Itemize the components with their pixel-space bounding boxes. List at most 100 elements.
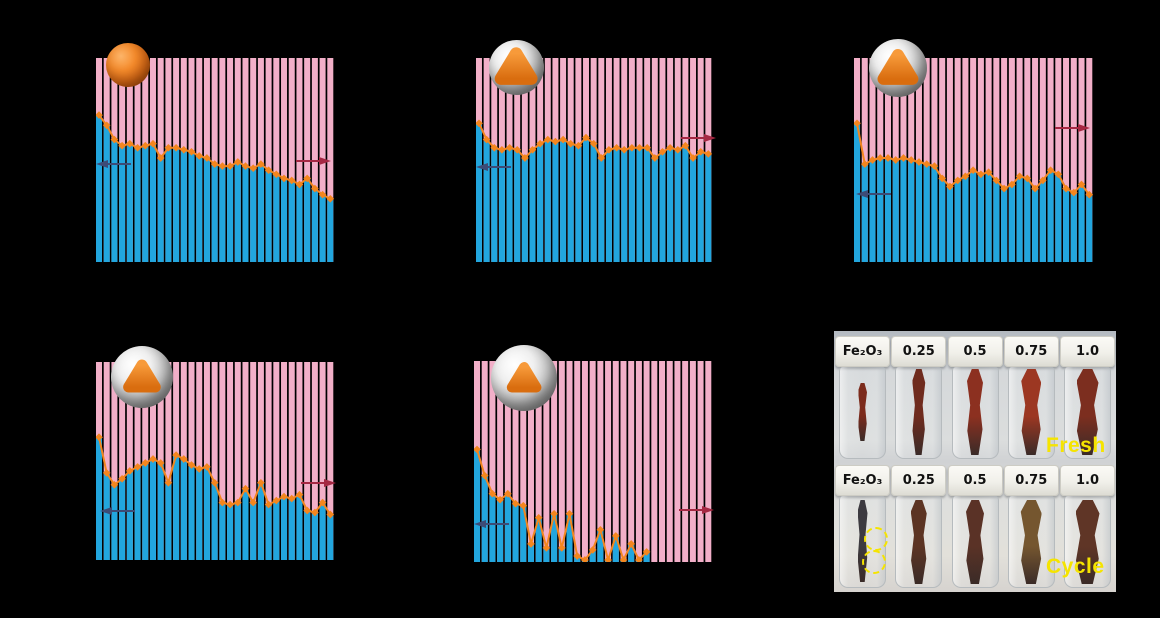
capacity-bar	[598, 157, 605, 262]
capacity-bar	[497, 499, 504, 562]
capacity-bar	[257, 482, 264, 560]
capacity-bar	[311, 512, 318, 560]
vial-cap: 0.25	[891, 336, 947, 367]
capacity-bar	[908, 160, 915, 262]
capacity-bar	[489, 493, 496, 562]
efficiency-bar	[165, 362, 172, 560]
capacity-bar	[931, 166, 938, 262]
capacity-bar	[203, 157, 210, 262]
right-axis-arrow-icon	[679, 506, 714, 514]
vial-cap: 1.0	[1060, 465, 1115, 496]
capacity-bar	[877, 157, 884, 262]
diamond-marker	[187, 461, 196, 469]
capacity-bar	[651, 157, 658, 262]
diamond-marker	[326, 510, 335, 519]
capacity-bar	[915, 162, 922, 262]
diamond-marker	[96, 111, 103, 119]
orange-core-icon	[495, 47, 538, 86]
efficiency-bar	[520, 361, 527, 562]
diamond-marker	[582, 133, 590, 142]
vial: 1.0	[1060, 465, 1115, 592]
efficiency-bar	[242, 58, 249, 262]
vial: 0.5	[947, 336, 1003, 464]
capacity-bar	[1008, 184, 1015, 262]
capacity-bar	[529, 149, 536, 262]
efficiency-bar	[1024, 58, 1031, 262]
capacity-bar	[265, 504, 272, 560]
efficiency-bar	[1055, 58, 1062, 262]
efficiency-bar	[103, 362, 110, 560]
efficiency-bar	[512, 361, 519, 562]
efficiency-bar	[581, 361, 588, 562]
left-axis-arrow-icon	[96, 160, 131, 168]
capacity-bar	[327, 514, 334, 560]
vial-cap: 1.0	[1060, 336, 1115, 367]
efficiency-bar	[1016, 58, 1023, 262]
efficiency-bar	[620, 361, 627, 562]
vial-body	[839, 367, 886, 459]
solid-sphere-icon	[106, 43, 150, 87]
capacity-bar	[311, 188, 318, 262]
right-axis-arrow-icon	[301, 479, 336, 487]
capacity-bar	[682, 145, 689, 262]
efficiency-bar	[111, 362, 118, 560]
diamond-marker	[295, 490, 304, 499]
capacity-bar	[613, 147, 620, 262]
diamond-marker	[272, 496, 281, 505]
capacity-bar	[134, 147, 141, 262]
capacity-bar	[1024, 178, 1031, 262]
efficiency-bar	[666, 361, 673, 562]
capacity-bar	[234, 502, 241, 560]
capacity-bar	[234, 162, 241, 262]
vial-cap-label: 0.5	[963, 473, 987, 488]
capacity-bar	[854, 123, 861, 262]
vial-body	[895, 367, 943, 459]
vial-cap-label: Fe₂O₃	[842, 344, 883, 359]
efficiency-bar	[977, 58, 984, 262]
left-axis-arrow-icon	[474, 520, 509, 528]
efficiency-bar	[227, 362, 234, 560]
vial-cap: 0.75	[1003, 465, 1059, 496]
capacity-bar	[597, 529, 604, 562]
efficiency-bar	[697, 361, 704, 562]
diamond-marker	[884, 154, 892, 162]
efficiency-bar	[281, 362, 288, 560]
capacity-bar	[173, 455, 180, 560]
capacity-bar	[119, 145, 126, 262]
capacity-bar	[111, 484, 118, 560]
diamond-marker	[303, 506, 312, 515]
capacity-bar	[180, 459, 187, 560]
vial-cap-label: 1.0	[1075, 473, 1100, 488]
vial-cap-label: 0.25	[902, 344, 935, 359]
capacity-bar	[103, 125, 110, 262]
capacity-bar	[1055, 174, 1062, 262]
diamond-marker	[218, 162, 227, 170]
capacity-bar	[552, 141, 559, 262]
efficiency-bar	[273, 58, 280, 262]
capacity-bar	[705, 153, 712, 262]
capacity-bar	[612, 535, 619, 562]
vial-body	[1007, 367, 1055, 459]
capacity-bar	[196, 468, 203, 560]
capacity-bar	[628, 543, 635, 562]
capacity-bar	[288, 180, 295, 262]
capacity-bar	[188, 464, 195, 560]
diamond-marker	[110, 135, 119, 144]
capacity-bar	[327, 198, 334, 262]
vial: 0.75	[1003, 465, 1059, 592]
capacity-bar	[165, 482, 172, 560]
efficiency-bar	[682, 361, 689, 562]
vial-cap: 0.5	[947, 465, 1003, 496]
efficiency-bar	[265, 362, 272, 560]
yolk-shell-sphere-icon	[491, 345, 557, 411]
efficiency-bar	[227, 58, 234, 262]
left-axis-arrow-icon	[856, 190, 891, 198]
efficiency-bar	[543, 361, 550, 562]
chart-d-cycling-bars	[96, 362, 335, 560]
capacity-bar	[219, 166, 226, 262]
vial-cap: 0.5	[947, 336, 1003, 367]
capacity-bar	[126, 143, 133, 262]
capacity-bar	[498, 149, 505, 262]
efficiency-bar	[1078, 58, 1085, 262]
diamond-marker	[482, 135, 491, 144]
